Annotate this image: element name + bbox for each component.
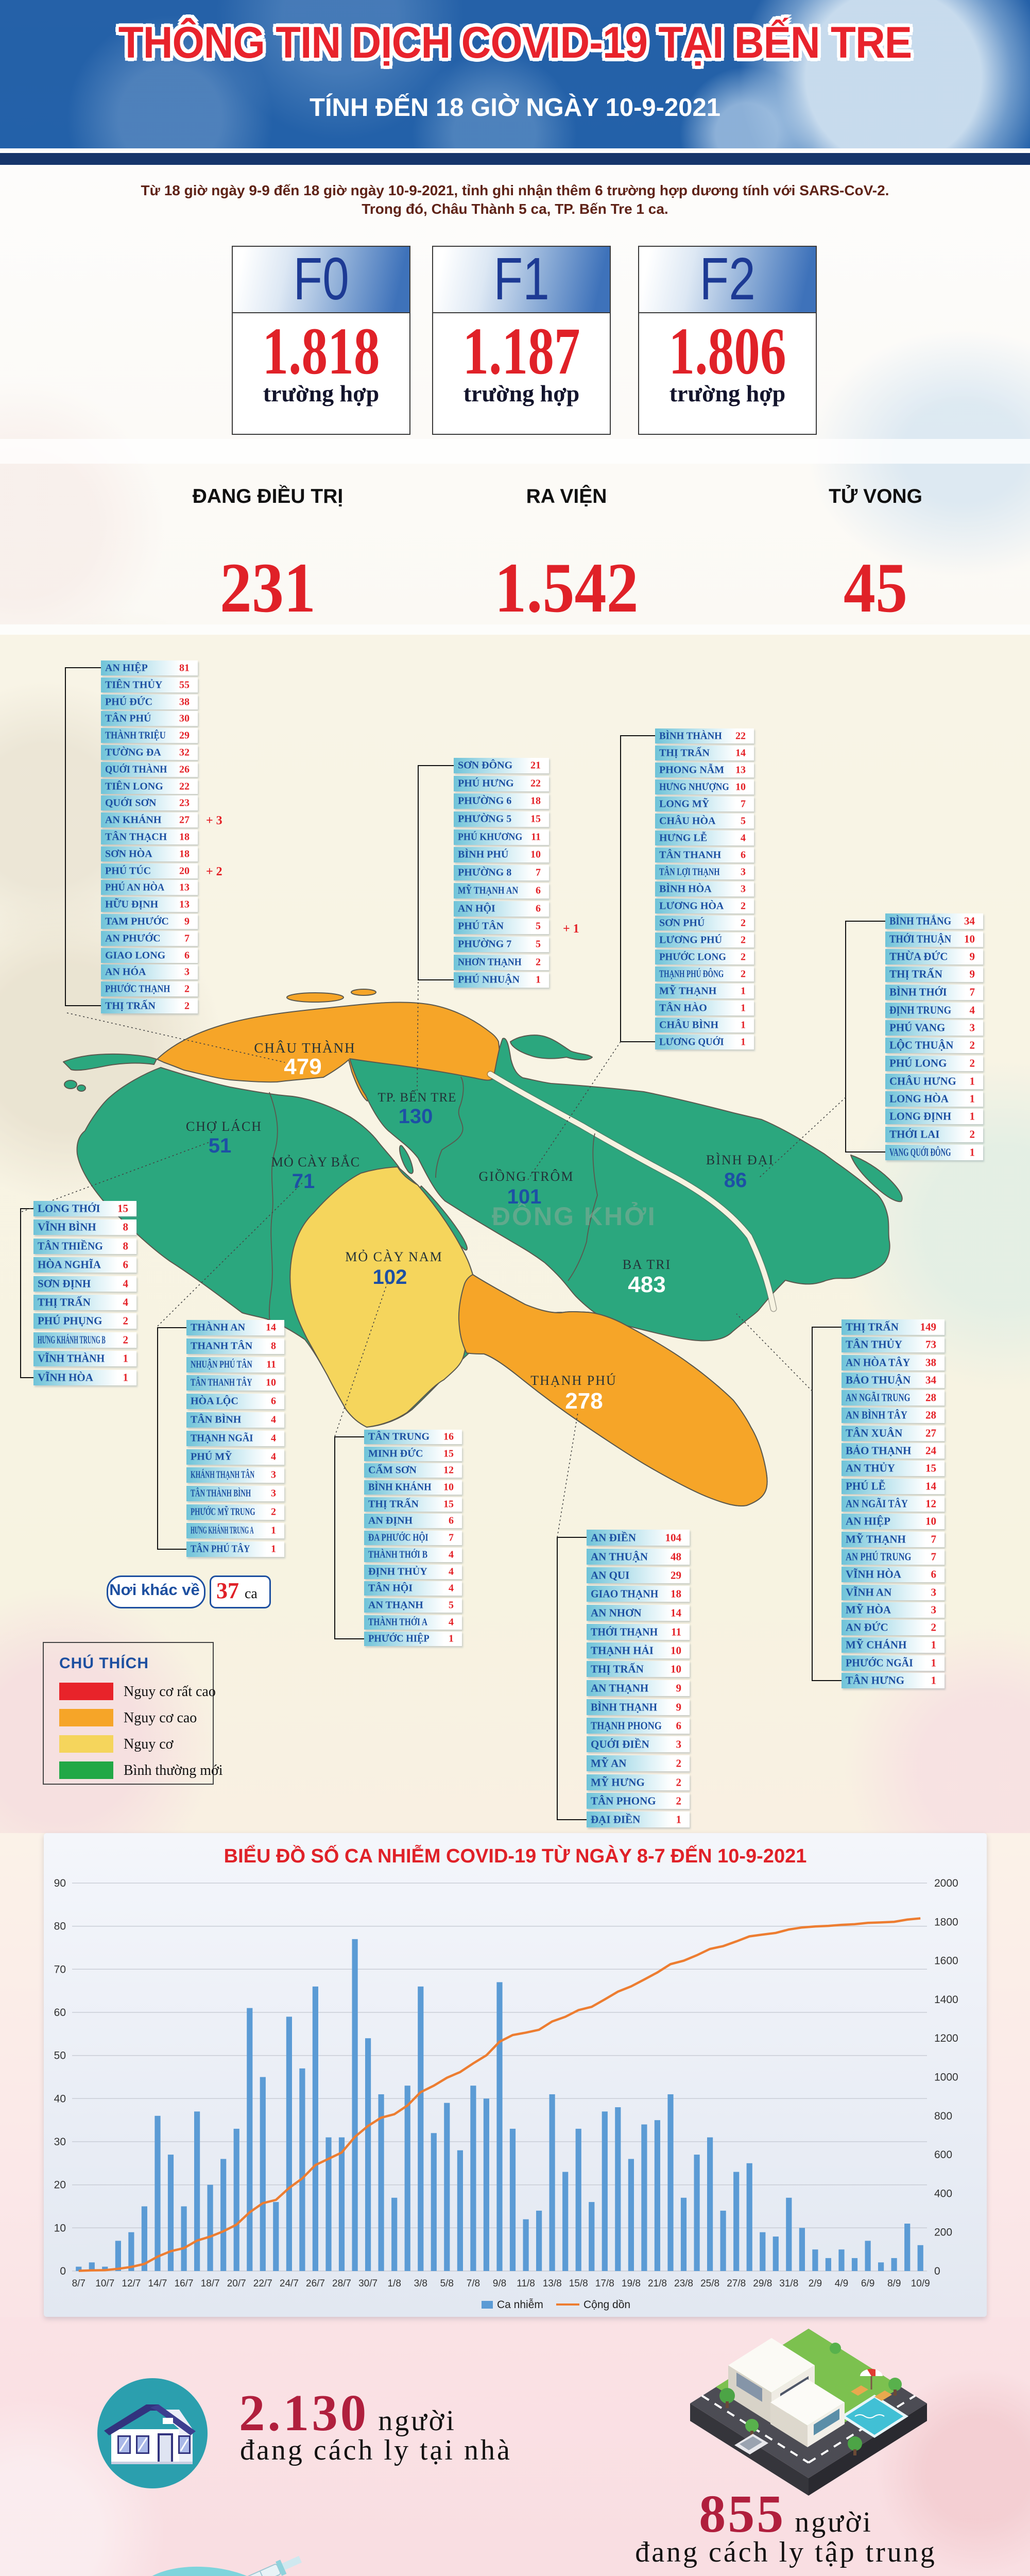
svg-text:20/7: 20/7 [227,2278,246,2289]
svg-text:7/8: 7/8 [467,2278,480,2289]
svg-text:2/9: 2/9 [809,2278,822,2289]
svg-text:18/7: 18/7 [201,2278,220,2289]
svg-text:11/8: 11/8 [517,2278,535,2289]
svg-text:5/8: 5/8 [440,2278,454,2289]
svg-text:27/8: 27/8 [727,2278,746,2289]
svg-text:17/8: 17/8 [595,2278,614,2289]
svg-text:130: 130 [399,1105,433,1128]
svg-text:1800: 1800 [934,1916,958,1928]
svg-text:3/8: 3/8 [414,2278,427,2289]
svg-text:BÌNH ĐẠI: BÌNH ĐẠI [706,1153,774,1167]
svg-text:TP. BẾN TRE: TP. BẾN TRE [378,1090,457,1105]
svg-text:ĐỒNG KHỞI: ĐỒNG KHỞI [492,1201,657,1231]
svg-text:2000: 2000 [934,1877,958,1889]
svg-text:Ca nhiễm: Ca nhiễm [497,2299,543,2311]
svg-text:12/7: 12/7 [122,2278,141,2289]
svg-text:60: 60 [54,2007,66,2019]
svg-text:30/7: 30/7 [358,2278,377,2289]
svg-text:10/7: 10/7 [95,2278,114,2289]
svg-text:14/7: 14/7 [148,2278,167,2289]
svg-text:8/9: 8/9 [887,2278,901,2289]
svg-text:16/7: 16/7 [175,2278,194,2289]
svg-text:483: 483 [628,1272,665,1297]
svg-text:CHÂU THÀNH: CHÂU THÀNH [254,1040,355,1056]
svg-text:CHỢ LÁCH: CHỢ LÁCH [186,1119,262,1134]
svg-text:1600: 1600 [934,1955,958,1967]
svg-text:278: 278 [565,1388,603,1414]
svg-text:101: 101 [507,1185,542,1208]
svg-text:800: 800 [934,2110,952,2122]
svg-text:200: 200 [934,2227,952,2239]
svg-text:30: 30 [54,2136,66,2148]
svg-text:MỎ CÀY NAM: MỎ CÀY NAM [345,1249,443,1264]
svg-text:20: 20 [54,2179,66,2191]
svg-text:51: 51 [209,1134,232,1157]
svg-text:6/9: 6/9 [861,2278,874,2289]
svg-text:1000: 1000 [934,2072,958,2083]
svg-text:25/8: 25/8 [700,2278,719,2289]
svg-text:479: 479 [284,1054,321,1079]
svg-text:Cộng dồn: Cộng dồn [583,2299,630,2311]
svg-text:10/9: 10/9 [911,2278,930,2289]
svg-text:50: 50 [54,2050,66,2062]
svg-text:1200: 1200 [934,2032,958,2044]
svg-text:400: 400 [934,2188,952,2199]
svg-text:0: 0 [934,2265,940,2277]
svg-text:31/8: 31/8 [779,2278,798,2289]
svg-text:102: 102 [373,1266,407,1289]
svg-text:24/7: 24/7 [280,2278,299,2289]
svg-text:80: 80 [54,1921,66,1933]
svg-text:THẠNH PHÚ: THẠNH PHÚ [530,1373,617,1388]
svg-text:90: 90 [54,1877,66,1889]
svg-text:0: 0 [60,2265,66,2277]
svg-text:BA TRI: BA TRI [623,1257,672,1272]
svg-text:1400: 1400 [934,1994,958,2006]
svg-text:1/8: 1/8 [387,2278,401,2289]
svg-text:23/8: 23/8 [674,2278,693,2289]
svg-text:15/8: 15/8 [569,2278,588,2289]
svg-text:28/7: 28/7 [332,2278,351,2289]
svg-text:22/7: 22/7 [253,2278,272,2289]
svg-text:9/8: 9/8 [493,2278,506,2289]
svg-text:29/8: 29/8 [753,2278,772,2289]
svg-text:10: 10 [54,2222,66,2234]
svg-text:MỎ CÀY BẮC: MỎ CÀY BẮC [271,1155,360,1170]
svg-text:71: 71 [292,1170,315,1193]
svg-text:GIỒNG TRÔM: GIỒNG TRÔM [479,1169,574,1184]
svg-text:70: 70 [54,1963,66,1975]
svg-text:21/8: 21/8 [648,2278,667,2289]
svg-text:8/7: 8/7 [72,2278,85,2289]
svg-text:19/8: 19/8 [622,2278,641,2289]
svg-text:13/8: 13/8 [543,2278,562,2289]
svg-text:4/9: 4/9 [835,2278,848,2289]
svg-text:40: 40 [54,2093,66,2105]
svg-text:86: 86 [724,1169,747,1192]
svg-text:26/7: 26/7 [306,2278,325,2289]
svg-text:600: 600 [934,2149,952,2161]
